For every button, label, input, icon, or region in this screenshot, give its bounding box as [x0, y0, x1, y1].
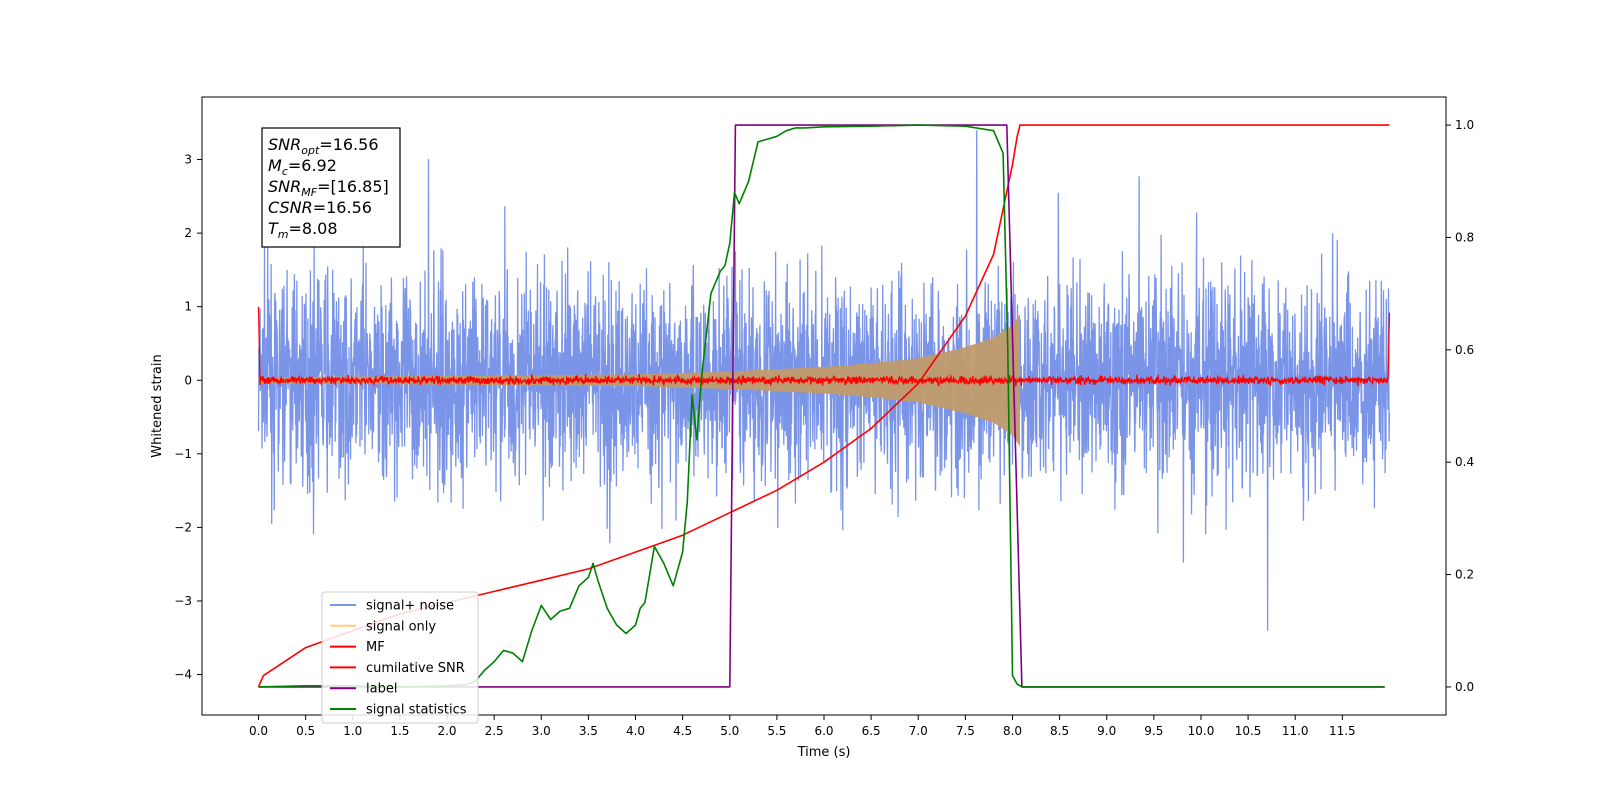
legend-label-cumilative-snr: cumilative SNR [366, 661, 465, 676]
y-tick-label: 2 [184, 226, 192, 240]
x-tick-label: 2.5 [485, 724, 504, 738]
y-tick-label: −4 [174, 668, 192, 682]
legend-label-signal-noise: signal+ noise [366, 599, 454, 614]
legend-label-label: label [366, 682, 397, 697]
stats-annotation-box: SNRopt=16.56Mc=6.92SNRMF=[16.85]CSNR=16.… [261, 127, 401, 248]
x-axis-ticks: 0.0 0.5 1.0 1.5 2.0 2.5 3.0 3.5 4.0 4.5 5.0 5.5 6.0 6… [249, 715, 1356, 738]
y2-tick-label: 0.0 [1455, 680, 1474, 694]
series-line-signal-plus-noise [257, 130, 1391, 631]
series-line-signal-statistics [258, 124, 1385, 688]
y2-tick-label: 0.2 [1455, 568, 1474, 582]
y-axis-ticks: −4 −3 −2 −1 0 1 2 3 [174, 153, 202, 682]
annotation-line: SNRopt=16.56 [268, 135, 379, 157]
legend-label-mf: MF [366, 640, 385, 655]
annotation-frame [261, 127, 401, 248]
y2-tick-label: 1.0 [1455, 118, 1474, 132]
legend-label-signal-only: signal only [366, 619, 436, 634]
x-tick-label: 0.5 [296, 724, 315, 738]
x-tick-label: 2.0 [437, 724, 456, 738]
series-mf [257, 306, 1391, 388]
x-tick-label: 3.0 [532, 724, 551, 738]
series-area-signal-only [258, 314, 1020, 447]
legend-frame [321, 591, 479, 724]
y-axis-label: Whitened strain [150, 354, 165, 457]
y-tick-label: −2 [174, 520, 192, 534]
x-tick-label: 10.5 [1235, 724, 1262, 738]
x-tick-label: 4.5 [673, 724, 692, 738]
x-tick-label: 1.0 [343, 724, 362, 738]
y2-tick-label: 0.6 [1455, 343, 1474, 357]
x-tick-label: 7.0 [909, 724, 928, 738]
annotation-line: Tm=8.08 [268, 219, 338, 241]
x-tick-label: 8.0 [1003, 724, 1022, 738]
x-tick-label: 11.0 [1282, 724, 1309, 738]
y-tick-label: 1 [184, 300, 192, 314]
y-tick-label: −3 [174, 594, 192, 608]
x-axis-label: Time (s) [797, 745, 851, 760]
y-tick-label: −1 [174, 447, 192, 461]
annotation-line: Mc=6.92 [268, 156, 337, 178]
x-tick-label: 11.5 [1329, 724, 1356, 738]
legend-label-signal-statistics: signal statistics [366, 703, 467, 718]
x-tick-label: 5.5 [767, 724, 786, 738]
x-tick-label: 6.5 [862, 724, 881, 738]
x-tick-label: 8.5 [1050, 724, 1069, 738]
x-tick-label: 6.0 [814, 724, 833, 738]
series-signal-only [258, 314, 1020, 447]
x-tick-label: 3.5 [579, 724, 598, 738]
y2-tick-label: 0.8 [1455, 230, 1474, 244]
y-tick-label: 0 [184, 373, 192, 387]
x-tick-label: 1.5 [390, 724, 409, 738]
x-tick-label: 5.0 [720, 724, 739, 738]
x-tick-label: 7.5 [956, 724, 975, 738]
legend: signal+ noise signal only MF cumilative SNR… [321, 591, 479, 724]
x-tick-label: 4.0 [626, 724, 645, 738]
x-tick-label: 0.0 [249, 724, 268, 738]
y2-axis-ticks: 0.0 0.2 0.4 0.6 0.8 1.0 [1446, 118, 1474, 694]
x-tick-label: 9.5 [1144, 724, 1163, 738]
x-tick-label: 10.0 [1188, 724, 1215, 738]
series-line-mf [257, 306, 1391, 388]
series-signal-plus-noise [257, 130, 1391, 631]
annotation-line: CSNR=16.56 [268, 198, 372, 217]
y-tick-label: 3 [184, 153, 192, 167]
annotation-line: SNRMF=[16.85] [268, 177, 389, 199]
y2-tick-label: 0.4 [1455, 455, 1474, 469]
x-tick-label: 9.0 [1097, 724, 1116, 738]
